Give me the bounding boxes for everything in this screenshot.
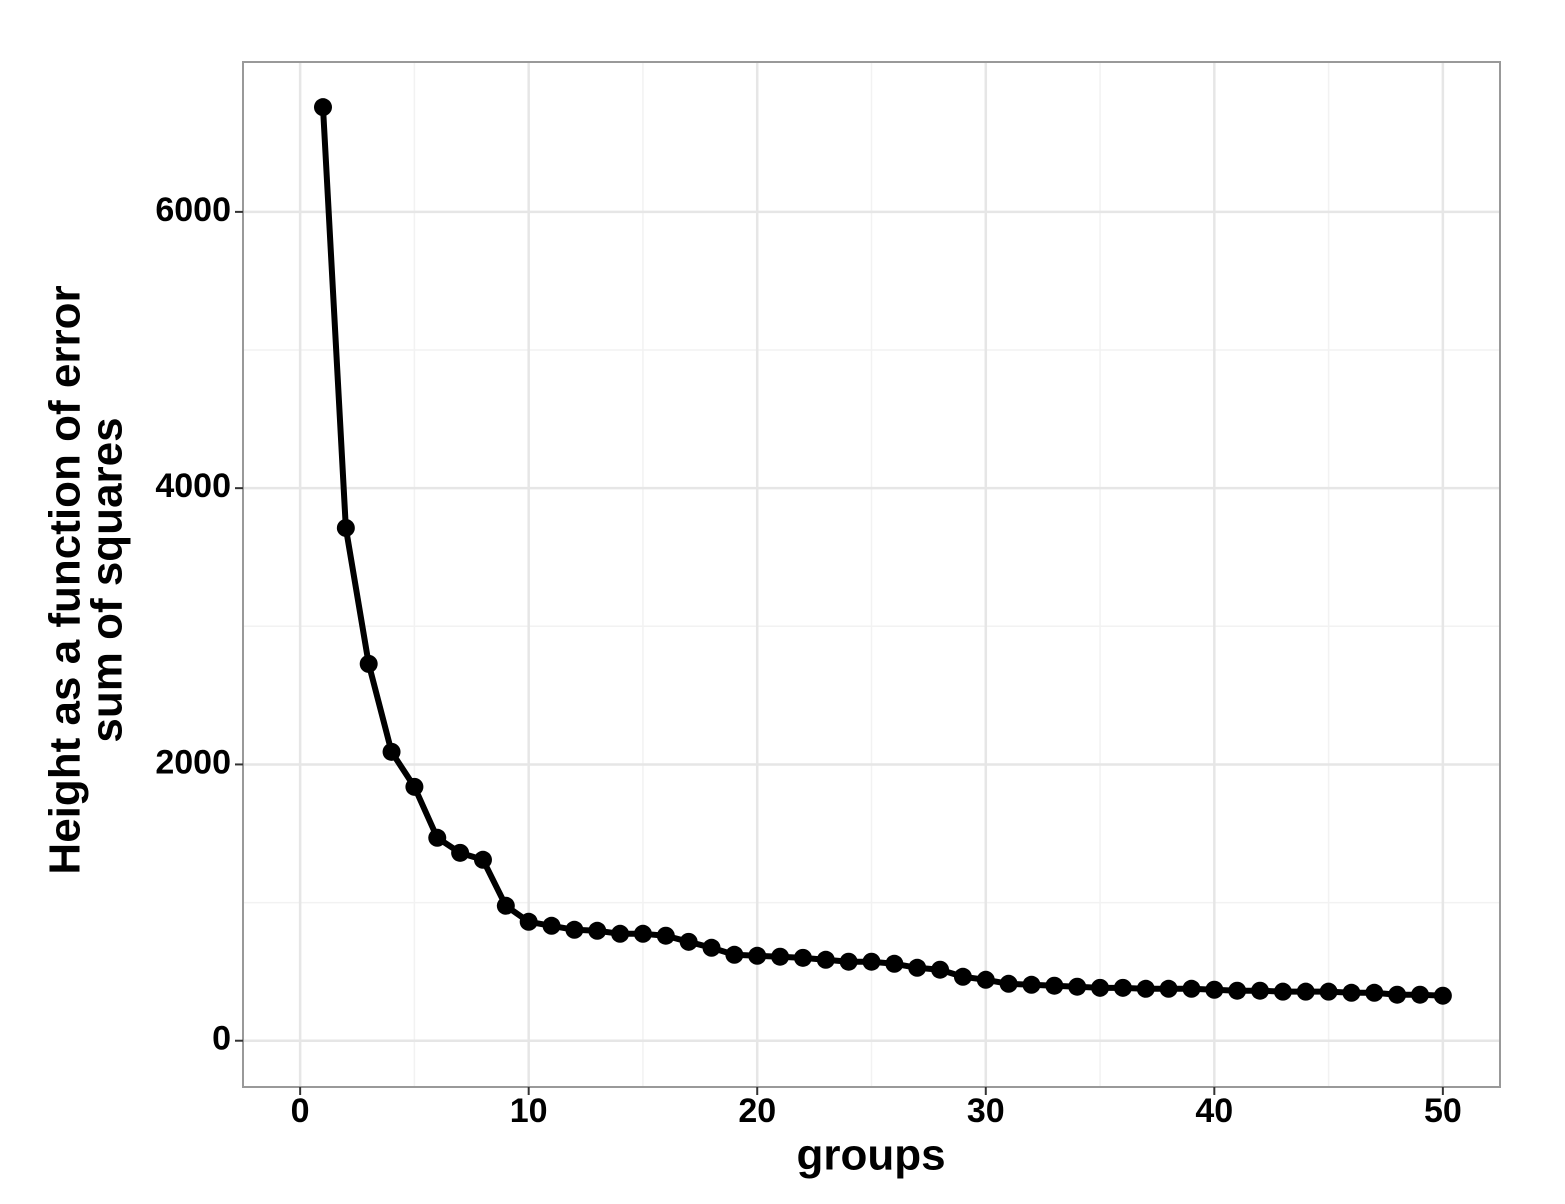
point [1022,975,1041,994]
y-tick-label: 2000 [155,743,231,781]
point [1159,979,1178,998]
point [1068,977,1087,996]
y-tick-label: 6000 [155,191,231,229]
point [816,950,835,969]
point [839,952,858,971]
point [405,777,424,796]
y-axis-title: Height as a function of error [41,285,90,874]
point [359,654,378,673]
point [1205,980,1224,999]
point [1273,982,1292,1001]
x-tick-label: 10 [510,1092,548,1130]
point [976,970,995,989]
point [313,98,332,117]
point [519,912,538,931]
point [953,967,972,986]
point [793,948,812,967]
grid [243,62,1500,1087]
point [1296,982,1315,1001]
x-tick-label: 20 [738,1092,776,1130]
point [588,921,607,940]
point [1433,986,1452,1005]
point [999,974,1018,993]
point [725,945,744,964]
plot-marks [313,98,1452,1005]
point [931,960,950,979]
x-tick-label: 40 [1195,1092,1233,1130]
point [1091,978,1110,997]
point [336,518,355,537]
y-axis-title: sum of squares [83,417,132,742]
point [611,924,630,943]
point [1251,981,1270,1000]
point [1182,979,1201,998]
x-tick-label: 50 [1424,1092,1462,1130]
point [1411,985,1430,1004]
point [1136,979,1155,998]
point [1228,981,1247,1000]
x-tick-label: 30 [967,1092,1005,1130]
point [702,938,721,957]
point [862,952,881,971]
point [1113,978,1132,997]
point [1319,982,1338,1001]
point [565,920,584,939]
y-tick-label: 4000 [155,467,231,505]
point [1045,976,1064,995]
point [496,896,515,915]
point [656,926,675,945]
x-axis-title: groups [796,1131,945,1180]
point [771,947,790,966]
point [1365,983,1384,1002]
point [542,916,561,935]
point [473,850,492,869]
point [1388,985,1407,1004]
point [748,946,767,965]
panel-border [242,61,1501,1088]
point [1342,983,1361,1002]
point [451,843,470,862]
point [382,742,401,761]
point [679,932,698,951]
point [908,958,927,977]
point [633,924,652,943]
y-tick-label: 0 [212,1020,231,1058]
x-tick-label: 0 [291,1092,310,1130]
point [885,954,904,973]
point [428,828,447,847]
